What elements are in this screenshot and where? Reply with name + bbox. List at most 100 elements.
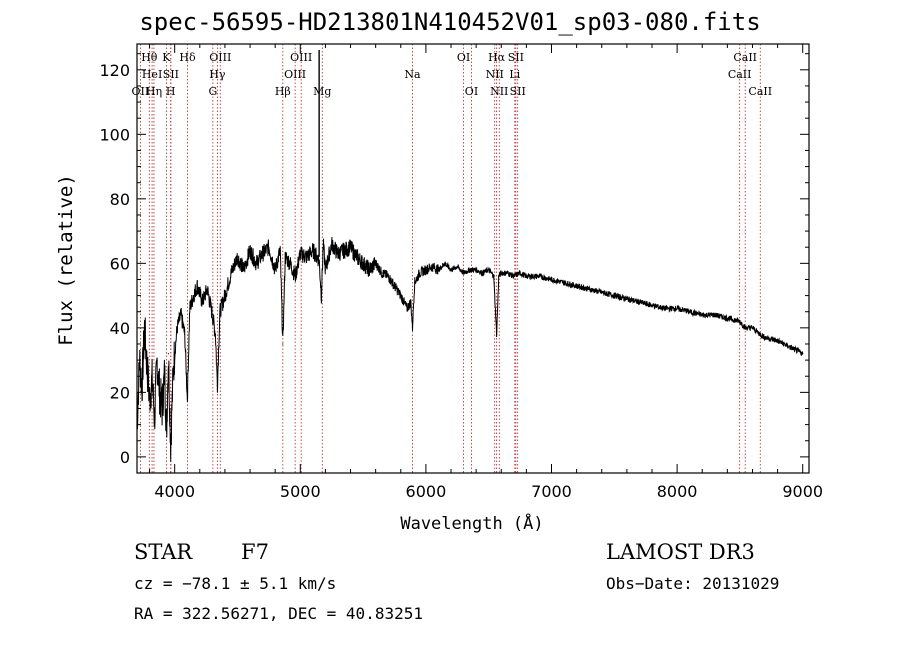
line-label-23: SII xyxy=(510,85,526,98)
flux-point-7 xyxy=(154,417,156,419)
flux-point-22 xyxy=(196,285,198,287)
flux-point-106 xyxy=(764,336,766,339)
flux-point-14 xyxy=(170,443,172,445)
flux-point-76 xyxy=(481,272,483,274)
coordinates: RA = 322.56271, DEC = 40.83251 xyxy=(134,604,423,623)
flux-point-38 xyxy=(279,249,281,251)
line-label-21: Li xyxy=(509,68,520,81)
y-tick-label-5: 100 xyxy=(99,125,130,144)
x-tick-label-0: 4000 xyxy=(154,482,195,501)
flux-point-47 xyxy=(320,295,322,297)
flux-point-110 xyxy=(802,353,804,355)
flux-point-9 xyxy=(159,391,161,393)
flux-point-44 xyxy=(306,256,308,258)
flux-point-87 xyxy=(550,278,553,281)
flux-point-74 xyxy=(469,269,471,271)
observation-date: Obs−Date: 20131029 xyxy=(606,574,780,593)
flux-point-75 xyxy=(475,269,477,271)
chart-title: spec-56595-HD213801N410452V01_sp03-080.f… xyxy=(139,8,761,36)
flux-point-81 xyxy=(500,272,502,274)
flux-point-91 xyxy=(601,291,603,293)
flux-point-92 xyxy=(613,295,615,297)
y-tick-label-3: 60 xyxy=(110,254,130,273)
flux-point-24 xyxy=(206,288,208,290)
flux-point-72 xyxy=(456,266,458,268)
flux-point-107 xyxy=(777,340,779,342)
line-label-6: H xyxy=(166,85,176,98)
flux-point-85 xyxy=(525,275,528,277)
line-label-19: SII xyxy=(508,51,524,64)
x-tick-label-2: 6000 xyxy=(406,482,447,501)
flux-point-84 xyxy=(519,272,521,274)
flux-point-80 xyxy=(498,275,500,277)
line-label-16: OI xyxy=(457,51,470,64)
line-label-1: OII xyxy=(132,85,150,98)
flux-point-104 xyxy=(751,327,754,329)
flux-point-11 xyxy=(164,372,166,374)
flux-point-27 xyxy=(216,385,218,387)
flux-point-73 xyxy=(463,272,465,274)
flux-point-20 xyxy=(189,307,191,310)
flux-point-101 xyxy=(726,317,729,319)
x-axis-label: Wavelength (Å) xyxy=(400,512,543,534)
flux-point-32 xyxy=(243,269,245,271)
flux-point-50 xyxy=(331,243,333,245)
line-label-5: SII xyxy=(163,68,179,81)
line-label-17: OI xyxy=(465,85,478,98)
x-axis-ticks: 4000 5000 6000 7000 8000 9000 xyxy=(149,44,823,501)
line-label-13: OIII xyxy=(284,68,306,81)
flux-point-103 xyxy=(744,327,746,329)
flux-point-63 xyxy=(410,301,412,303)
flux-point-41 xyxy=(289,262,291,264)
y-axis-ticks: 0 20 40 60 80 100 120 xyxy=(99,53,809,467)
flux-point-17 xyxy=(180,314,182,316)
flux-point-88 xyxy=(563,282,565,284)
flux-point-102 xyxy=(739,320,741,322)
flux-point-109 xyxy=(795,349,798,351)
line-label-9: Hγ xyxy=(209,68,226,81)
flux-point-71 xyxy=(450,269,452,271)
line-label-11: Hβ xyxy=(275,85,291,98)
flux-point-59 xyxy=(387,275,389,277)
flux-point-65 xyxy=(414,282,416,284)
flux-point-49 xyxy=(324,269,326,271)
flux-point-31 xyxy=(236,256,239,258)
line-label-20: NII xyxy=(486,68,504,81)
flux-point-54 xyxy=(356,256,358,258)
flux-point-53 xyxy=(349,246,352,248)
radial-velocity: cz = −78.1 ± 5.1 km/s xyxy=(134,574,337,593)
flux-point-64 xyxy=(411,327,414,329)
flux-point-6 xyxy=(151,378,153,381)
line-label-26: CaII xyxy=(748,85,772,98)
spectral-line-labels: Hθ OII HeI Hη K SII H Hδ OIII Hγ G Hβ OIII OIII Mg Na OI… xyxy=(132,51,773,98)
line-label-18: Hα xyxy=(488,51,506,64)
flux-point-23 xyxy=(201,301,203,303)
flux-point-60 xyxy=(393,285,396,287)
flux-point-83 xyxy=(513,275,515,277)
flux-point-25 xyxy=(211,314,213,316)
spectral-line-markers xyxy=(139,44,761,473)
line-label-2: HeI xyxy=(142,68,162,81)
line-label-3: Hη xyxy=(146,85,162,98)
flux-point-67 xyxy=(425,269,427,271)
flux-point-16 xyxy=(176,327,178,329)
line-label-8: OIII xyxy=(209,51,231,64)
flux-point-55 xyxy=(362,262,364,264)
flux-point-10 xyxy=(161,407,163,410)
flux-point-90 xyxy=(588,288,590,290)
flux-point-61 xyxy=(400,295,402,297)
y-tick-label-0: 0 xyxy=(120,448,130,467)
flux-point-34 xyxy=(255,262,257,264)
line-label-12: OIII xyxy=(290,51,312,64)
flux-point-12 xyxy=(165,430,168,432)
flux-point-28 xyxy=(219,311,221,313)
line-label-0: Hθ xyxy=(141,51,158,64)
flux-point-62 xyxy=(406,307,408,310)
flux-point-45 xyxy=(312,249,314,251)
plot-frame xyxy=(136,43,810,474)
x-tick-label-5: 9000 xyxy=(782,482,823,501)
flux-point-77 xyxy=(488,269,490,271)
y-tick-label-2: 40 xyxy=(110,319,130,338)
line-label-22: NII xyxy=(490,85,508,98)
